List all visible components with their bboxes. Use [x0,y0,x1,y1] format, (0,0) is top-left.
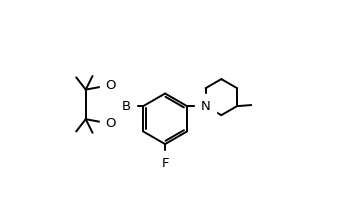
Text: O: O [105,117,116,130]
Text: O: O [105,79,116,92]
Text: N: N [201,100,211,113]
Text: F: F [161,156,169,170]
Text: B: B [121,100,131,113]
